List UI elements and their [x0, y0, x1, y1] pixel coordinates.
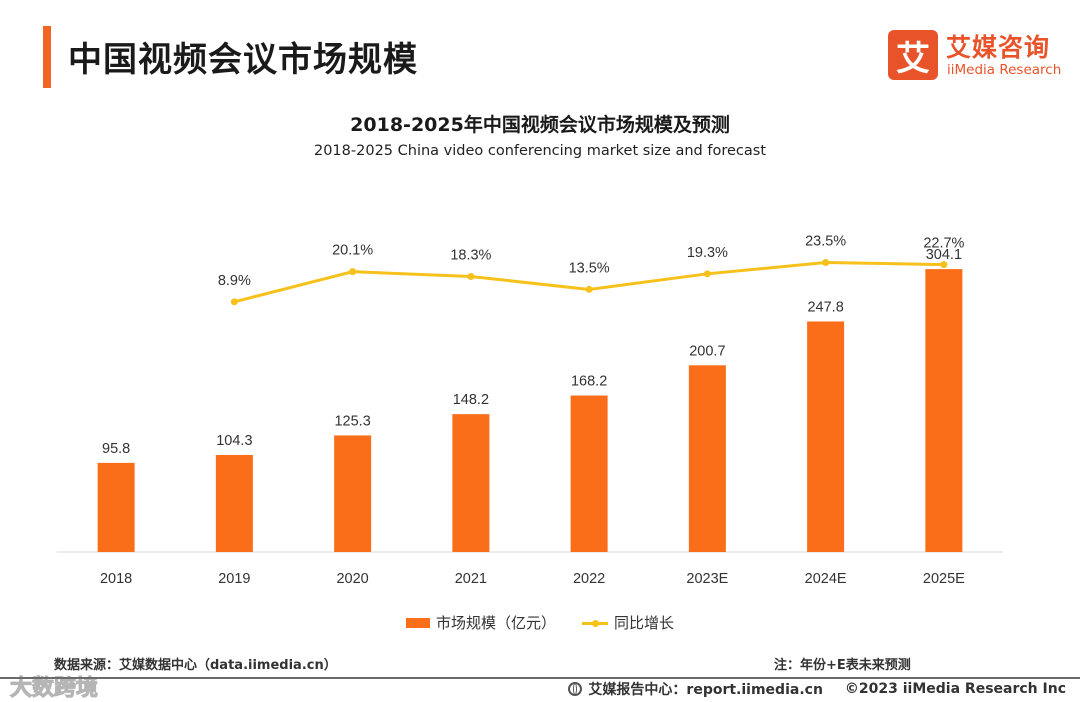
bar-2022: [570, 395, 608, 552]
growth-label-2024E: 23.5%: [805, 234, 846, 250]
x-tick-label-2025E: 2025E: [923, 571, 965, 587]
growth-label-2022: 13.5%: [569, 260, 610, 276]
bar-2025E: [925, 269, 963, 552]
forecast-note: 注：年份+E表未来预测: [774, 658, 911, 673]
growth-point-2025E: [940, 261, 948, 269]
legend-item-market-size: 市场规模（亿元）: [405, 612, 556, 633]
copyright: ©2023 iiMedia Research Inc: [844, 681, 1066, 697]
logo-mark: 艾: [888, 30, 938, 80]
logo-cn-text: 艾媒咨询: [946, 33, 1051, 62]
chart-legend: 市场规模（亿元） 同比增长: [0, 612, 1080, 633]
page-title: 中国视频会议市场规模: [68, 40, 418, 80]
bar-2020: [334, 435, 372, 552]
growth-point-2023E: [703, 270, 711, 278]
report-center-link[interactable]: 艾媒报告中心：report.iimedia.cn: [588, 682, 823, 698]
bar-value-label-2019: 104.3: [216, 433, 252, 449]
bar-value-label-2021: 148.2: [453, 392, 489, 408]
x-tick-label-2022: 2022: [573, 571, 605, 587]
data-source: 数据来源：艾媒数据中心（data.iimedia.cn）: [54, 658, 337, 673]
bar-2021: [452, 414, 490, 552]
bar-value-label-2018: 95.8: [102, 441, 130, 457]
title-accent-bar: [43, 26, 51, 88]
bar-value-label-2022: 168.2: [571, 374, 607, 390]
bar-value-label-2025E: 304.1: [926, 247, 962, 263]
growth-point-2019: [230, 298, 238, 306]
footer-divider: [0, 677, 1080, 679]
x-tick-label-2021: 2021: [455, 571, 487, 587]
legend-bar-swatch: [405, 617, 430, 628]
legend-line-swatch: [582, 618, 608, 628]
bar-value-label-2023E: 200.7: [689, 343, 725, 359]
bar-2019: [215, 454, 253, 552]
legend-item-growth: 同比增长: [582, 612, 674, 633]
legend-label-market-size: 市场规模（亿元）: [435, 614, 556, 632]
bar-2023E: [688, 365, 726, 552]
x-tick-label-2020: 2020: [336, 571, 368, 587]
globe-icon: [568, 682, 583, 696]
iimedia-logo: 艾 艾媒咨询 iiMedia Research: [888, 28, 1068, 84]
x-tick-label-2018: 2018: [100, 571, 132, 587]
bar-2018: [97, 462, 135, 552]
legend-label-growth: 同比增长: [614, 614, 675, 632]
growth-label-2019: 8.9%: [218, 273, 251, 289]
growth-point-2021: [467, 273, 475, 281]
footer-bar: 艾媒报告中心：report.iimedia.cn ©2023 iiMedia R…: [568, 679, 1066, 699]
market-size-chart: 95.8 2018 104.3 2019 125.3 2020 148.2 2021 168.2…: [57, 234, 1003, 587]
watermark: 大数跨境: [9, 676, 99, 702]
chart-subtitle: 2018-2025 China video conferencing marke…: [313, 143, 767, 159]
logo-en-text: iiMedia Research: [947, 62, 1062, 78]
growth-point-2020: [349, 268, 357, 276]
growth-point-2022: [585, 285, 593, 293]
growth-label-2021: 18.3%: [450, 248, 491, 264]
chart-title: 2018-2025年中国视频会议市场规模及预测: [350, 114, 730, 136]
bar-value-label-2024E: 247.8: [807, 299, 843, 315]
bar-2024E: [807, 321, 845, 552]
x-tick-label-2023E: 2023E: [686, 571, 728, 587]
growth-label-2023E: 19.3%: [687, 245, 728, 261]
growth-point-2024E: [822, 259, 830, 267]
bar-value-label-2020: 125.3: [334, 413, 370, 429]
growth-label-2020: 20.1%: [332, 243, 373, 259]
x-tick-label-2019: 2019: [218, 571, 250, 587]
x-tick-label-2024E: 2024E: [805, 571, 847, 587]
growth-label-2025E: 22.7%: [923, 236, 964, 252]
